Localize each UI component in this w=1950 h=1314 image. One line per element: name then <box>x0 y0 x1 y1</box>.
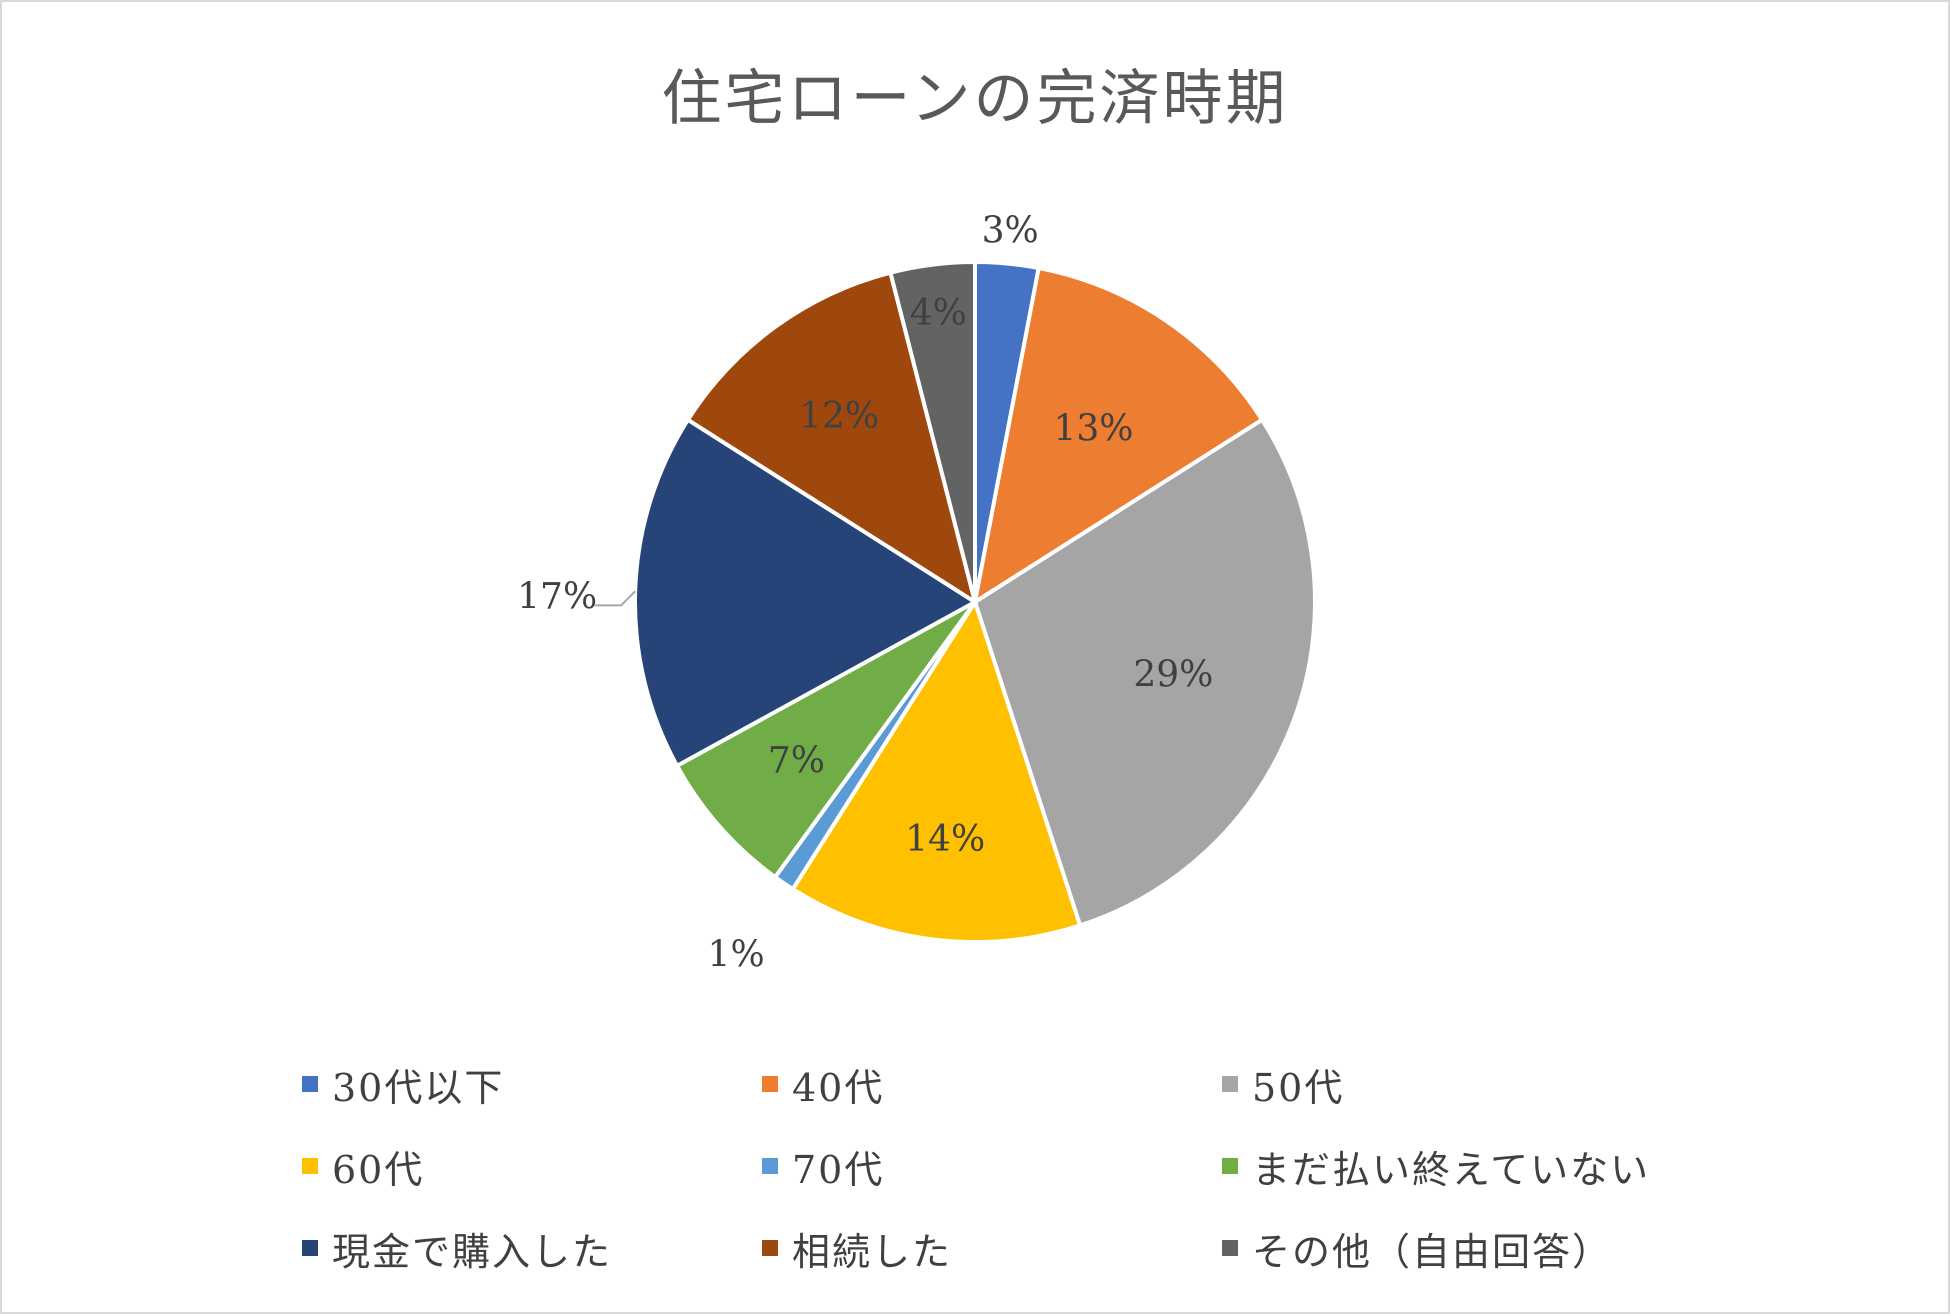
pie-slice-8 <box>685 270 979 607</box>
legend-label: 相続した <box>792 1229 953 1274</box>
legend-label: 現金で購入した <box>332 1229 613 1274</box>
legend-item-8: 相続した <box>762 1226 1222 1274</box>
pie-slice-7 <box>633 417 979 769</box>
data-label-4: 14% <box>905 819 985 860</box>
legend-label: 60代 <box>332 1147 425 1192</box>
data-label-6: 7% <box>768 740 825 781</box>
data-label-8: 12% <box>799 396 879 437</box>
data-label-9: 4% <box>910 293 967 334</box>
data-label-1: 3% <box>982 211 1039 252</box>
legend-label: 30代以下 <box>332 1065 505 1110</box>
legend-swatch <box>762 1240 778 1256</box>
legend-item-9: その他（自由回答） <box>1222 1226 1742 1274</box>
legend-item-5: 70代 <box>762 1144 1222 1192</box>
data-label-5: 1% <box>708 935 765 976</box>
legend-label: 50代 <box>1252 1065 1345 1110</box>
legend-swatch <box>1222 1076 1238 1092</box>
data-label-3: 29% <box>1133 654 1213 695</box>
pie-slice-9 <box>888 259 977 603</box>
chart-legend: 30代以下 40代 50代 60代 70代 まだ払い終えていない現金で購入した 相続した その… <box>302 1062 1802 1274</box>
legend-item-1: 30代以下 <box>302 1062 762 1110</box>
pie-slice-3 <box>972 417 1317 928</box>
chart-title: 住宅ローンの完済時期 <box>661 64 1289 134</box>
pie-slice-4 <box>790 597 1083 944</box>
legend-label: その他（自由回答） <box>1252 1229 1613 1274</box>
legend-item-2: 40代 <box>762 1062 1222 1110</box>
legend-label: 40代 <box>792 1065 885 1110</box>
data-label-2: 13% <box>1053 409 1133 450</box>
legend-swatch <box>1222 1158 1238 1174</box>
legend-swatch <box>302 1240 318 1256</box>
pie-slice-2 <box>972 265 1265 607</box>
legend-swatch <box>302 1076 318 1092</box>
legend-swatch <box>762 1158 778 1174</box>
pie-slice-6 <box>674 600 977 880</box>
leader-line <box>595 590 636 607</box>
legend-item-4: 60代 <box>302 1144 762 1192</box>
legend-item-6: まだ払い終えていない <box>1222 1144 1742 1192</box>
legend-swatch <box>762 1076 778 1092</box>
legend-label: 70代 <box>792 1147 885 1192</box>
legend-swatch <box>1222 1240 1238 1256</box>
legend-label: まだ払い終えていない <box>1252 1147 1651 1192</box>
data-label-7: 17% <box>517 576 597 617</box>
legend-swatch <box>302 1158 318 1174</box>
legend-item-3: 50代 <box>1222 1062 1742 1110</box>
legend-item-7: 現金で購入した <box>302 1226 762 1274</box>
